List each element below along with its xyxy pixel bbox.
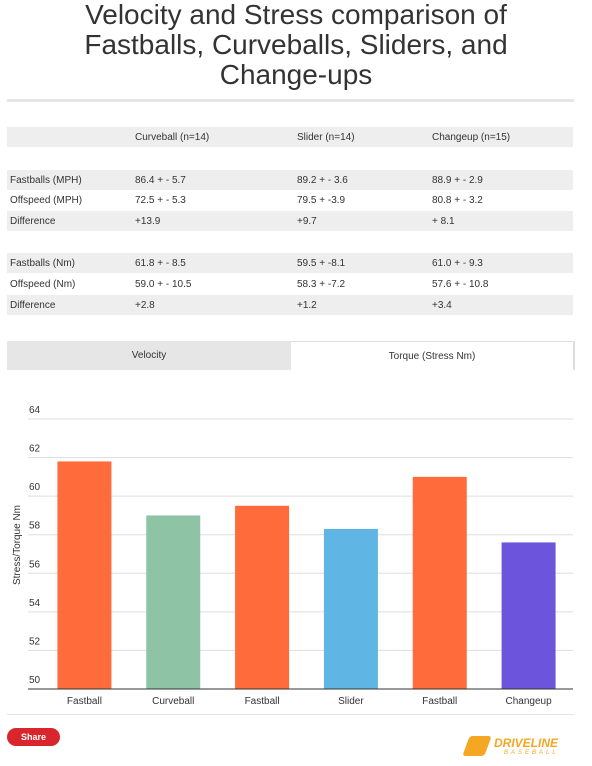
bar [323,528,378,689]
column-header: Slider (n=14) [297,132,355,143]
share-label: Share [20,732,46,742]
logo-name: DRIVELINE [494,736,559,750]
bar [146,515,201,689]
table-cell: 59.5 + -8.1 [297,258,346,269]
y-tick-label: 62 [29,444,41,455]
tab[interactable]: Velocity [7,341,291,370]
table-cell: 86.4 + - 5.7 [135,175,186,186]
table-cell: +13.9 [135,216,161,227]
table-row: Difference +2.8 +1.2 +3.4 [7,295,573,315]
y-tick-label: 56 [29,559,41,570]
x-tick-label: Curveball [152,696,194,707]
table-cell: 80.8 + - 3.2 [432,195,483,206]
bar [501,542,556,689]
table-cell: 58.3 + -7.2 [297,279,346,290]
logo-sub: BASEBALL [504,750,559,756]
table-cell: Offspeed (Nm) [10,279,76,290]
column-header: Curveball (n=14) [135,132,210,143]
x-tick-label: Fastball [67,696,102,707]
y-tick-label: 50 [29,675,41,686]
table-cell: 88.9 + - 2.9 [432,175,483,186]
x-tick-label: Slider [338,696,364,707]
bar [412,476,467,689]
table-cell: 72.5 + - 5.3 [135,195,186,206]
table-cell: 57.6 + - 10.8 [432,279,489,290]
table-row: Fastballs (Nm) 61.8 + - 8.5 59.5 + -8.1 61.… [7,253,573,273]
column-header: Changeup (n=15) [432,132,511,143]
tab-active[interactable]: Torque (Stress Nm) [291,341,575,370]
table-row: Fastballs (MPH) 86.4 + - 5.7 89.2 + - 3.6 8… [7,170,573,190]
table-cell: Difference [10,216,56,227]
divider [7,714,574,715]
bar [235,505,290,689]
y-tick-label: 58 [29,521,41,532]
chart: 50 52 54 56 58 60 62 64 Stress/Torque Nm Fastball… [12,405,573,707]
table-cell: Offspeed (MPH) [10,195,83,206]
y-axis-label: Stress/Torque Nm [12,505,23,585]
table-cell: + 8.1 [432,216,455,227]
table-cell: Fastballs (Nm) [10,258,76,269]
y-tick-label: 60 [29,482,41,493]
y-tick-label: 54 [29,598,41,609]
title: Velocity and Stress comparison of Fastba… [84,0,508,90]
table-cell: 59.0 + - 10.5 [135,279,192,290]
bar [57,461,112,689]
table-cell: 61.0 + - 9.3 [432,258,483,269]
table-cell: 89.2 + - 3.6 [297,175,348,186]
table-header: Curveball (n=14) Slider (n=14) Changeup (n… [7,127,573,147]
table-row: Offspeed (MPH) 72.5 + - 5.3 79.5 + -3.9 80.… [7,190,573,210]
table-row: Offspeed (Nm) 59.0 + - 10.5 58.3 + -7.2 57.… [7,274,573,294]
y-tick-label: 52 [29,636,41,647]
logo-icon [462,736,492,756]
table-cell: 79.5 + -3.9 [297,195,346,206]
x-tick-label: Fastball [422,696,457,707]
table-cell: +1.2 [297,300,317,311]
x-tick-label: Changeup [506,696,553,707]
table-cell: +9.7 [297,216,317,227]
table-cell: +3.4 [432,300,452,311]
share-button[interactable]: Share [7,728,60,746]
divider [7,99,574,102]
y-tick-label: 64 [29,405,41,416]
x-tick-label: Fastball [245,696,280,707]
table-cell: Fastballs (MPH) [10,175,82,186]
table-row: Difference +13.9 +9.7 + 8.1 [7,211,573,231]
table-cell: Difference [10,300,56,311]
table-cell: 61.8 + - 8.5 [135,258,186,269]
table-cell: +2.8 [135,300,155,311]
